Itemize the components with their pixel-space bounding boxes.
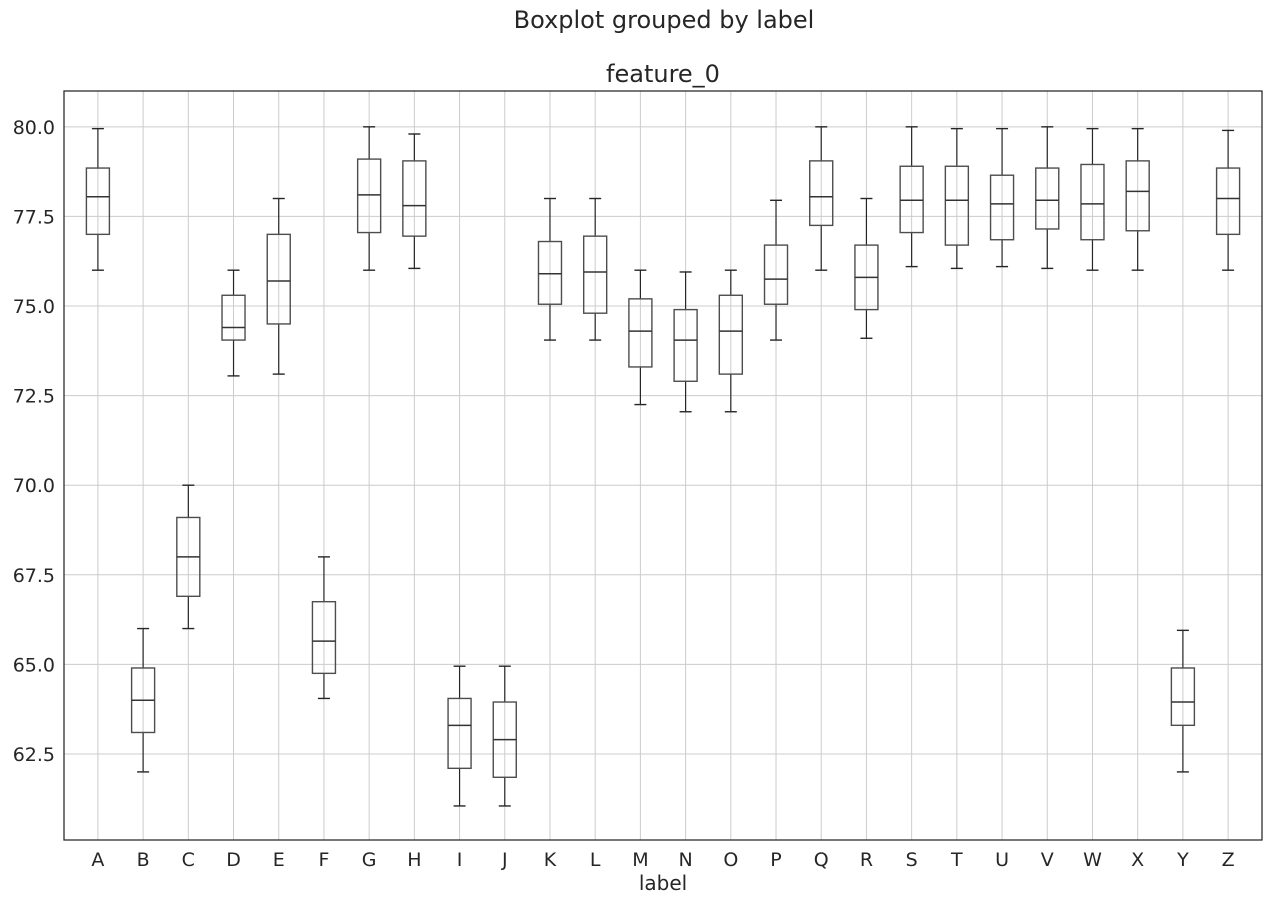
iqr-box xyxy=(402,160,427,237)
x-tick-label: I xyxy=(457,849,463,871)
box-P xyxy=(763,199,789,341)
y-tick-label: 70.0 xyxy=(13,475,55,497)
box-O xyxy=(718,269,744,413)
iqr-box xyxy=(1170,667,1196,727)
x-tick-label: J xyxy=(501,849,508,871)
box-A xyxy=(85,127,111,271)
y-tick-label: 77.5 xyxy=(13,206,55,228)
box-Q xyxy=(809,126,834,271)
iqr-box xyxy=(356,158,382,234)
iqr-box xyxy=(763,244,789,305)
iqr-box xyxy=(85,167,111,236)
y-tick-label: 62.5 xyxy=(13,744,55,766)
iqr-box xyxy=(582,235,608,314)
iqr-box xyxy=(718,294,744,375)
x-tick-label: H xyxy=(407,849,421,871)
box-Y xyxy=(1170,629,1196,773)
x-tick-label: U xyxy=(995,849,1009,871)
x-tick-label: A xyxy=(91,849,104,871)
x-tick-label: N xyxy=(678,849,692,871)
x-tick-label: E xyxy=(273,849,285,871)
box-D xyxy=(221,269,246,377)
x-tick-label: V xyxy=(1041,849,1054,871)
box-B xyxy=(130,627,156,773)
iqr-box xyxy=(628,298,653,368)
box-T xyxy=(944,127,970,270)
box-M xyxy=(628,269,653,406)
x-tick-label: S xyxy=(906,849,918,871)
box-F xyxy=(311,556,337,700)
x-tick-label: K xyxy=(544,849,557,871)
y-tick-label: 67.5 xyxy=(13,565,55,587)
iqr-box xyxy=(1080,163,1105,241)
iqr-box xyxy=(989,174,1015,241)
iqr-box xyxy=(673,308,698,382)
box-N xyxy=(673,271,698,413)
y-tick-label: 65.0 xyxy=(13,654,55,676)
iqr-box xyxy=(944,165,970,246)
x-tick-label: W xyxy=(1083,849,1102,871)
box-S xyxy=(899,126,924,268)
box-Z xyxy=(1215,129,1241,271)
x-tick-label: O xyxy=(723,849,738,871)
x-tick-label: P xyxy=(770,849,781,871)
chart-suptitle: Boxplot grouped by label xyxy=(514,6,815,34)
box-G xyxy=(356,126,382,271)
box-X xyxy=(1125,127,1150,271)
box-L xyxy=(582,197,608,341)
x-tick-label: Y xyxy=(1176,849,1189,871)
x-tick-label: M xyxy=(632,849,648,871)
x-tick-label: R xyxy=(860,849,873,871)
plot-frame xyxy=(63,90,1263,841)
box-J xyxy=(492,665,517,807)
x-tick-label: F xyxy=(318,849,329,871)
x-tick-label: L xyxy=(590,849,601,871)
iqr-box xyxy=(1215,167,1241,236)
y-tick-label: 72.5 xyxy=(13,386,55,408)
iqr-box xyxy=(221,294,246,341)
grid-layer xyxy=(64,91,1262,840)
x-tick-label: T xyxy=(950,849,963,871)
y-tick-labels: 62.5 65.0 67.5 70.0 72.5 75.0 77.5 80.0 xyxy=(13,117,55,766)
box-H xyxy=(402,133,427,270)
iqr-box xyxy=(447,697,472,770)
iqr-box xyxy=(537,240,563,305)
box-layer xyxy=(85,126,1241,807)
iqr-box xyxy=(1035,167,1060,230)
x-tick-label: B xyxy=(137,849,150,871)
x-tick-label: X xyxy=(1131,849,1144,871)
x-tick-label: Q xyxy=(814,849,829,871)
y-tick-label: 80.0 xyxy=(13,117,55,139)
box-R xyxy=(854,197,879,339)
x-tick-labels: A B C D E F G H I J K L M N O P Q R S T U V W X Y Z xyxy=(91,849,1234,871)
box-I xyxy=(447,665,472,807)
box-C xyxy=(176,484,201,630)
iqr-box xyxy=(1125,160,1150,232)
iqr-box xyxy=(899,165,924,234)
box-K xyxy=(537,197,563,341)
iqr-box xyxy=(311,600,337,675)
x-tick-label: C xyxy=(182,849,195,871)
y-tick-label: 75.0 xyxy=(13,296,55,318)
box-V xyxy=(1035,126,1060,270)
x-tick-label: Z xyxy=(1222,849,1235,871)
x-tick-label: D xyxy=(226,849,241,871)
box-E xyxy=(266,197,291,375)
box-W xyxy=(1080,127,1105,271)
iqr-box xyxy=(809,160,834,227)
x-tick-label: G xyxy=(362,849,377,871)
iqr-box xyxy=(266,233,291,325)
x-axis-label: label xyxy=(639,871,687,895)
box-U xyxy=(989,127,1015,268)
chart-title: feature_0 xyxy=(606,60,720,88)
